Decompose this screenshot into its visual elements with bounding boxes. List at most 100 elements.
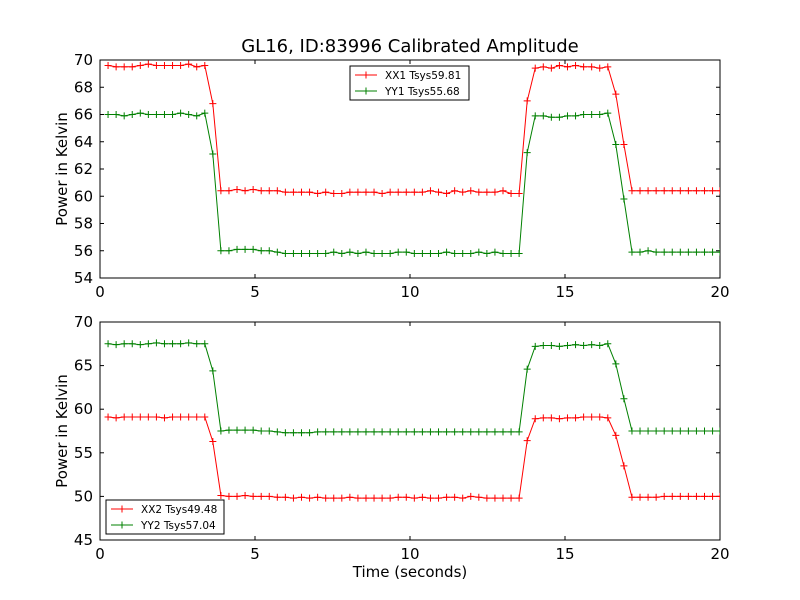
data-point xyxy=(144,60,152,68)
data-point xyxy=(322,428,330,436)
data-point xyxy=(128,63,136,71)
data-point xyxy=(676,492,684,500)
data-point xyxy=(322,494,330,502)
data-point xyxy=(628,493,636,501)
data-point xyxy=(435,249,443,257)
data-point xyxy=(281,429,289,437)
data-point xyxy=(249,185,257,193)
data-point xyxy=(716,248,720,256)
data-point xyxy=(112,63,120,71)
data-point xyxy=(588,341,596,349)
data-point xyxy=(362,428,370,436)
data-point xyxy=(370,428,378,436)
x-tick-label: 0 xyxy=(95,283,105,301)
legend-marker xyxy=(362,87,370,95)
data-point xyxy=(475,248,483,256)
data-point xyxy=(572,112,580,120)
data-point xyxy=(709,187,717,195)
data-point xyxy=(185,111,193,118)
data-point xyxy=(177,109,185,117)
data-point xyxy=(612,90,620,98)
data-point xyxy=(241,492,249,500)
y-tick-label: 70 xyxy=(74,313,93,331)
data-point xyxy=(394,248,402,256)
data-point xyxy=(233,245,241,253)
data-point xyxy=(604,414,612,422)
data-point xyxy=(185,339,193,347)
data-point xyxy=(152,111,160,118)
data-point xyxy=(435,188,443,196)
data-point xyxy=(507,190,515,198)
lower-plot: 0 5 10 15 20 45 50 55 60 65 70 Power in Kelvin Time … xyxy=(53,313,730,581)
data-point xyxy=(370,494,378,502)
data-point xyxy=(604,340,612,348)
data-point xyxy=(338,249,346,257)
data-point xyxy=(193,112,201,120)
data-point xyxy=(443,493,451,501)
data-point xyxy=(426,187,434,195)
data-point xyxy=(459,428,467,436)
data-point xyxy=(644,427,652,435)
data-point xyxy=(241,245,249,253)
data-point xyxy=(281,493,289,501)
data-point xyxy=(604,63,612,71)
data-point xyxy=(201,61,209,69)
data-point xyxy=(241,187,249,195)
data-point xyxy=(225,492,233,500)
legend-label: YY1 Tsys55.68 xyxy=(384,86,460,98)
data-point xyxy=(547,342,555,350)
y-tick-label: 50 xyxy=(74,487,93,505)
data-point xyxy=(668,248,676,256)
data-point xyxy=(483,428,491,436)
data-point xyxy=(539,63,547,71)
data-point xyxy=(217,492,225,500)
data-point xyxy=(676,427,684,435)
data-point xyxy=(612,140,620,148)
data-point xyxy=(306,249,314,257)
data-point xyxy=(177,61,185,69)
data-point xyxy=(378,190,386,198)
data-point xyxy=(104,413,112,421)
data-point xyxy=(426,428,434,436)
x-tick-label: 20 xyxy=(710,545,729,563)
data-point xyxy=(362,248,370,256)
data-point xyxy=(620,195,628,203)
x-tick-label: 10 xyxy=(400,545,419,563)
data-point xyxy=(314,428,322,436)
data-point xyxy=(531,415,539,423)
data-point xyxy=(193,340,201,348)
data-point xyxy=(338,428,346,436)
data-point xyxy=(217,187,225,195)
data-point xyxy=(701,248,708,256)
x-tick-label: 0 xyxy=(95,545,105,563)
data-point xyxy=(523,97,531,105)
data-point xyxy=(354,428,362,436)
data-point xyxy=(636,187,644,195)
data-point xyxy=(136,61,144,69)
data-point xyxy=(330,428,338,436)
data-point xyxy=(555,342,563,350)
data-point xyxy=(668,427,676,435)
data-point xyxy=(507,249,515,257)
data-point xyxy=(346,248,354,256)
y-tick-label: 64 xyxy=(74,133,93,151)
data-point xyxy=(209,437,217,445)
data-point xyxy=(394,188,402,196)
data-point xyxy=(298,249,305,257)
data-point xyxy=(523,149,531,157)
y-tick-label: 45 xyxy=(74,531,93,549)
data-point xyxy=(209,150,217,158)
data-point xyxy=(314,493,322,501)
data-point xyxy=(265,187,273,195)
data-point xyxy=(701,492,708,500)
y-axis-label: Power in Kelvin xyxy=(53,374,71,488)
y-tick-label: 65 xyxy=(74,357,93,375)
data-point xyxy=(475,428,483,436)
data-point xyxy=(378,249,386,257)
data-point xyxy=(636,427,644,435)
data-point xyxy=(644,187,652,195)
x-tick-label: 10 xyxy=(400,283,419,301)
data-point xyxy=(684,248,692,256)
data-point xyxy=(378,428,386,436)
data-point xyxy=(596,111,604,118)
